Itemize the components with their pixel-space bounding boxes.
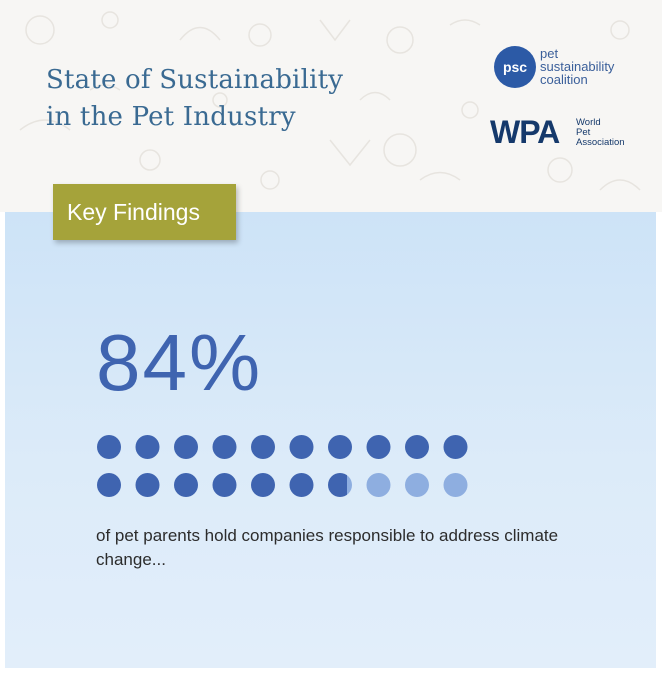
percent-dot <box>212 473 237 497</box>
title-line-2: in the Pet Industry <box>46 102 296 132</box>
percent-dot <box>289 435 314 459</box>
dot-grid <box>97 435 468 497</box>
percent-dot <box>405 435 429 459</box>
percent-dot <box>405 473 429 497</box>
psc-logo: psc pet sustainability coalition <box>494 46 644 94</box>
percent-dot <box>443 473 468 497</box>
percent-dot <box>366 473 391 497</box>
dot-percentage-graphic <box>96 434 476 504</box>
percent-dot <box>174 473 198 497</box>
percent-dot <box>366 435 391 459</box>
percent-dot <box>135 473 160 497</box>
percent-dot <box>97 435 121 459</box>
psc-line-3: coalition <box>540 72 588 87</box>
pet-doodle-pattern <box>19 11 641 191</box>
stat-percentage: 84% <box>96 318 263 407</box>
percent-dot <box>135 435 160 459</box>
wpa-line-2: Pet <box>576 127 591 138</box>
page-title: State of Sustainability in the Pet Indus… <box>46 62 343 136</box>
percent-dot <box>328 473 352 497</box>
wpa-logo-text: World Pet Association <box>576 118 625 148</box>
stat-caption: of pet parents hold companies responsibl… <box>96 526 559 569</box>
percent-dot <box>289 473 314 497</box>
percent-dot <box>251 473 275 497</box>
wpa-logo: WPA World Pet Association <box>490 113 650 153</box>
percent-dot <box>212 435 237 459</box>
wpa-line-1: World <box>576 117 601 128</box>
title-line-1: State of Sustainability <box>46 65 344 95</box>
psc-logo-text: pet sustainability coalition <box>540 47 614 86</box>
key-findings-label: Key Findings <box>67 198 200 225</box>
psc-line-2: sustainability <box>540 59 615 74</box>
psc-line-1: pet <box>540 46 559 61</box>
percent-dot <box>174 435 198 459</box>
percent-dot <box>328 435 352 459</box>
percent-dot <box>97 473 121 497</box>
header-area: State of Sustainability in the Pet Indus… <box>0 0 662 212</box>
wpa-line-3: Association <box>576 137 625 148</box>
percent-dot <box>443 435 468 459</box>
key-findings-badge: Key Findings <box>53 184 236 240</box>
percent-dot <box>251 435 275 459</box>
wpa-logo-mark: WPA <box>490 114 560 150</box>
psc-logo-mark: psc <box>494 46 536 88</box>
